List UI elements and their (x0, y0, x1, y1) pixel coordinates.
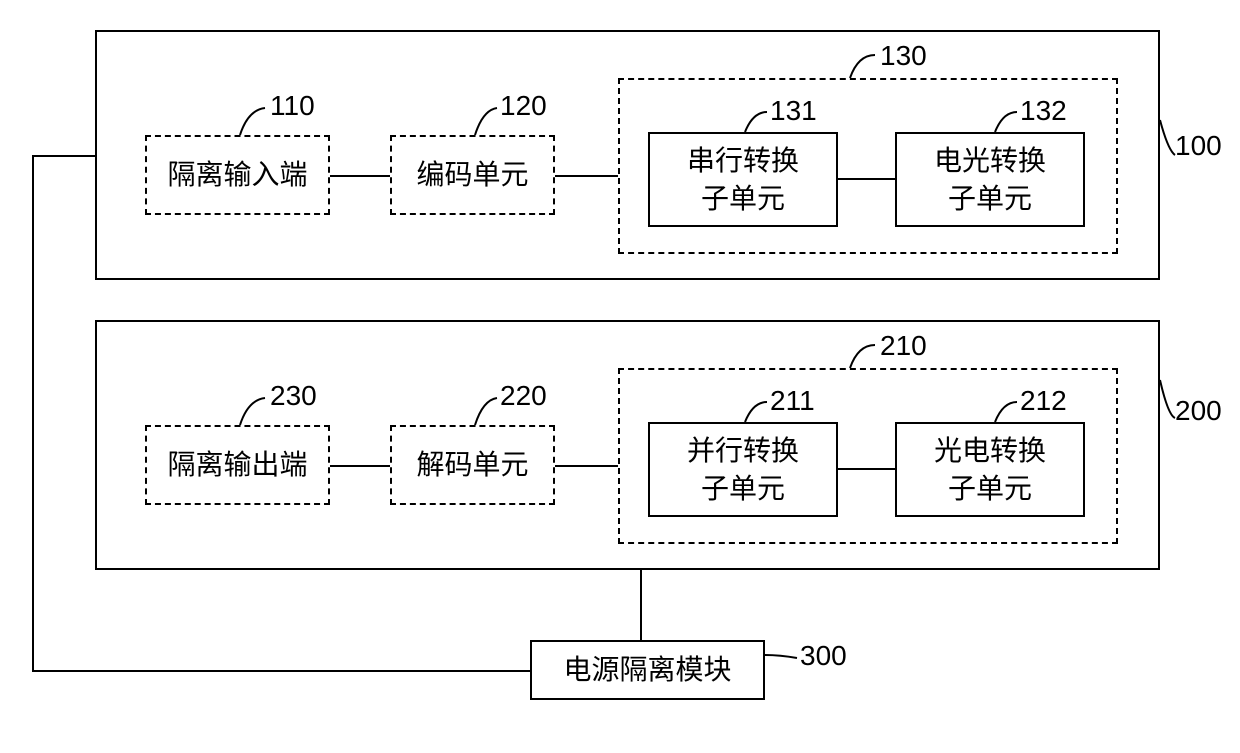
block-230-leader (238, 396, 267, 427)
block-131-leader (743, 110, 769, 134)
block-300-text: 电源隔离模块 (563, 651, 731, 689)
block-120-text: 编码单元 (416, 156, 528, 194)
block-131: 串行转换 子单元 (648, 132, 838, 227)
block-220: 解码单元 (390, 425, 555, 505)
block-211-text: 并行转换 子单元 (687, 432, 799, 508)
module-100-leader (1158, 118, 1177, 157)
block-211: 并行转换 子单元 (648, 422, 838, 517)
conn-left-h2 (32, 670, 530, 672)
block-300-leader (763, 653, 799, 660)
conn-200-300 (640, 570, 642, 640)
block-300: 电源隔离模块 (530, 640, 765, 700)
group-130-ref: 130 (880, 40, 927, 72)
conn-220-210 (555, 465, 618, 467)
block-230: 隔离输出端 (145, 425, 330, 505)
block-212: 光电转换 子单元 (895, 422, 1085, 517)
block-110-leader (238, 106, 267, 137)
block-211-ref: 211 (770, 385, 815, 417)
module-200-ref: 200 (1175, 395, 1222, 427)
block-120-leader (473, 106, 499, 137)
group-210-leader (848, 343, 877, 370)
block-120-ref: 120 (500, 90, 547, 122)
block-230-ref: 230 (270, 380, 317, 412)
module-100-ref: 100 (1175, 130, 1222, 162)
conn-left-h1 (32, 155, 95, 157)
block-132-leader (993, 110, 1019, 134)
block-132-ref: 132 (1020, 95, 1067, 127)
block-230-text: 隔离输出端 (167, 446, 307, 484)
block-132-text: 电光转换 子单元 (934, 142, 1046, 218)
conn-110-120 (330, 175, 390, 177)
conn-211-212 (838, 468, 895, 470)
block-132: 电光转换 子单元 (895, 132, 1085, 227)
block-300-ref: 300 (800, 640, 847, 672)
conn-120-130 (555, 175, 618, 177)
group-130-leader (848, 53, 877, 80)
block-220-leader (473, 396, 499, 427)
block-110: 隔离输入端 (145, 135, 330, 215)
block-131-text: 串行转换 子单元 (687, 142, 799, 218)
block-220-ref: 220 (500, 380, 547, 412)
block-110-ref: 110 (270, 90, 315, 122)
block-110-text: 隔离输入端 (167, 156, 307, 194)
block-120: 编码单元 (390, 135, 555, 215)
block-220-text: 解码单元 (416, 446, 528, 484)
block-212-ref: 212 (1020, 385, 1067, 417)
conn-131-132 (838, 178, 895, 180)
block-212-text: 光电转换 子单元 (934, 432, 1046, 508)
block-131-ref: 131 (770, 95, 817, 127)
module-200-leader (1158, 378, 1177, 420)
group-210-ref: 210 (880, 330, 927, 362)
block-212-leader (993, 400, 1019, 424)
conn-left-v (32, 155, 34, 670)
block-211-leader (743, 400, 769, 424)
conn-230-220 (330, 465, 390, 467)
